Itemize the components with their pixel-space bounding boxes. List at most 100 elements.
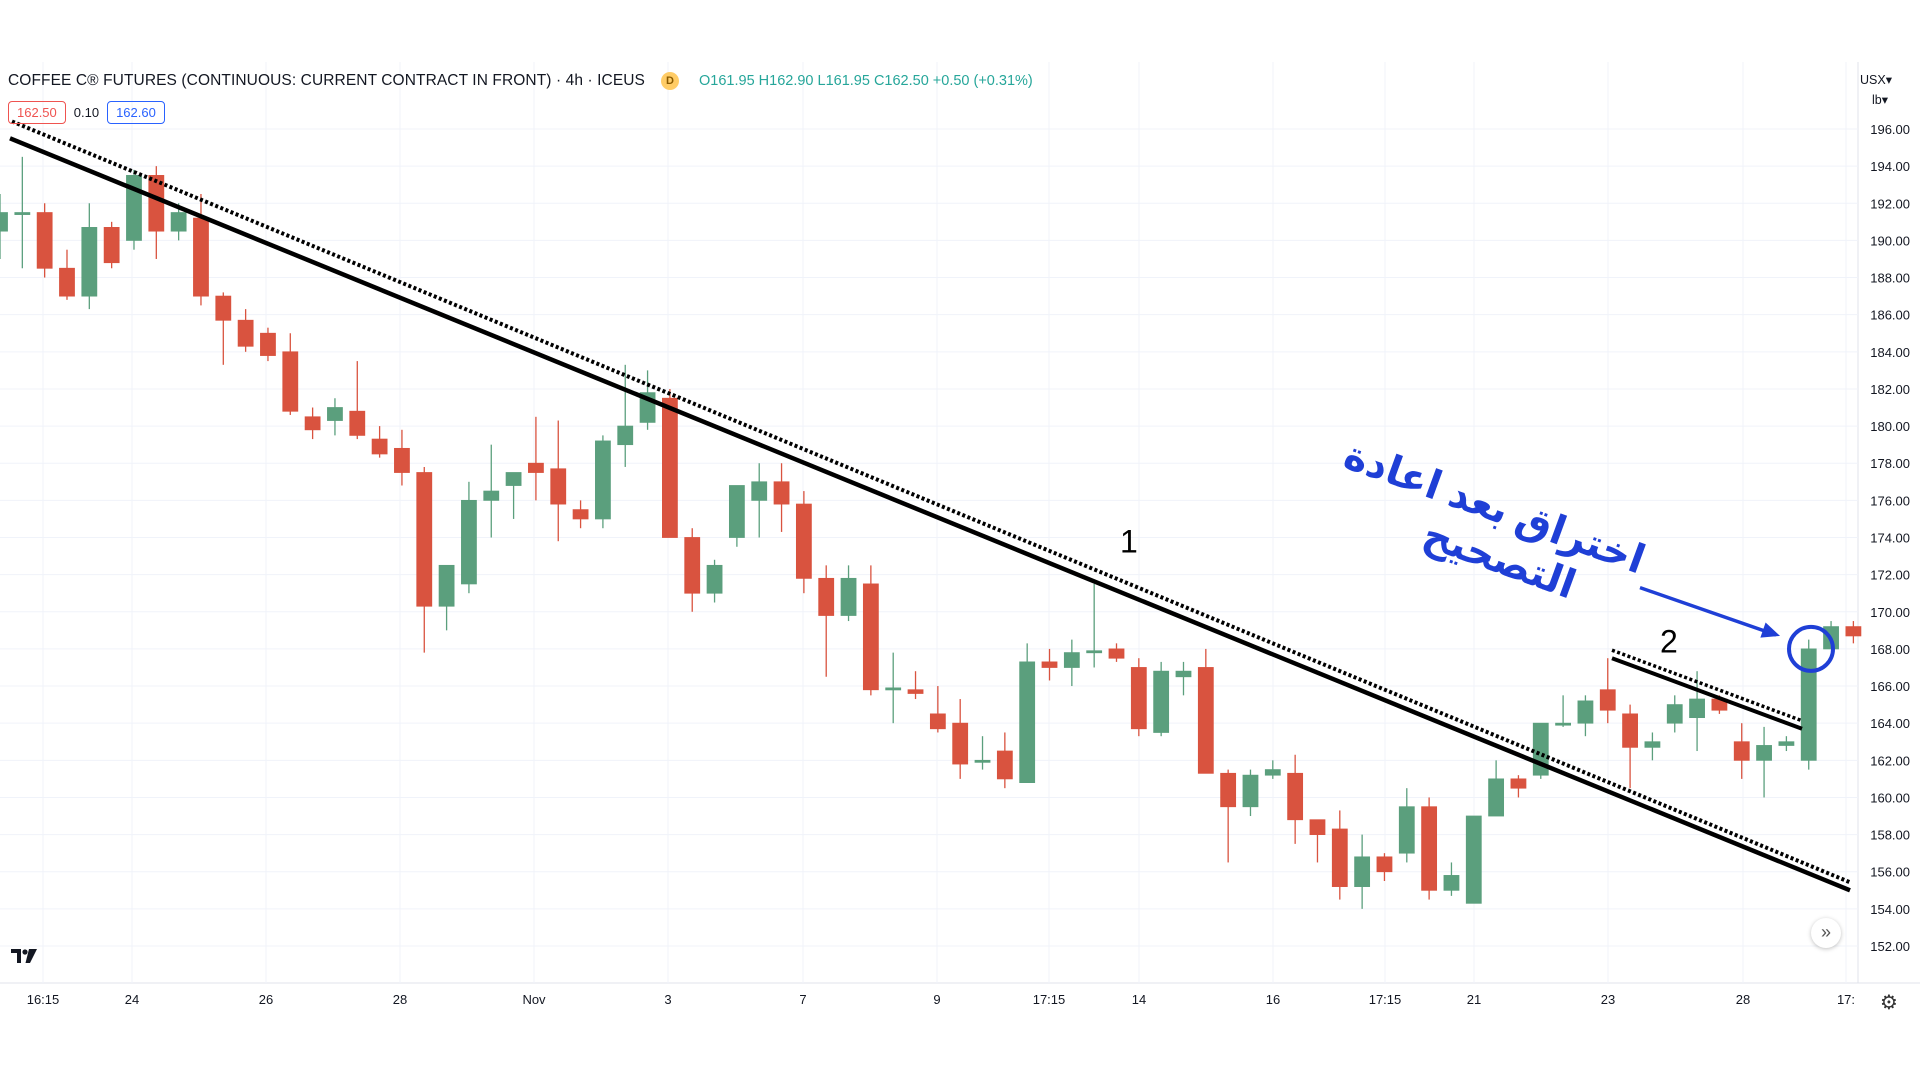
candle[interactable] — [505, 472, 522, 519]
sell-button[interactable]: 162.50 — [8, 101, 66, 124]
candle[interactable] — [1242, 769, 1259, 817]
candle[interactable] — [751, 463, 768, 538]
candle[interactable] — [1354, 834, 1371, 909]
candle[interactable] — [1331, 810, 1348, 900]
candle[interactable] — [1220, 769, 1237, 863]
candle[interactable] — [1555, 695, 1571, 727]
candle[interactable] — [862, 565, 879, 696]
candle[interactable] — [1309, 819, 1326, 863]
delay-badge[interactable]: D — [661, 72, 679, 90]
unit-selector[interactable]: lb▾ — [1872, 92, 1888, 107]
candle[interactable] — [617, 364, 634, 467]
candle[interactable] — [1756, 726, 1772, 798]
candle[interactable] — [371, 426, 388, 458]
candle[interactable] — [1778, 736, 1795, 752]
candle[interactable] — [996, 732, 1013, 789]
candle[interactable] — [1398, 788, 1415, 863]
candle[interactable] — [1287, 754, 1304, 844]
candle[interactable] — [1175, 661, 1192, 696]
candle[interactable] — [36, 203, 53, 278]
candle[interactable] — [1733, 723, 1750, 779]
candle-body — [840, 577, 857, 616]
candle[interactable] — [1488, 760, 1505, 817]
candle[interactable] — [1599, 658, 1616, 724]
candle[interactable] — [81, 203, 98, 310]
trendline-solid-1[interactable] — [9, 136, 1851, 893]
candle[interactable] — [885, 652, 902, 724]
candle[interactable] — [952, 699, 969, 779]
candle[interactable] — [1845, 621, 1862, 644]
candle[interactable] — [1197, 648, 1214, 774]
candle[interactable] — [1264, 760, 1281, 779]
candle[interactable] — [1577, 695, 1594, 737]
candle[interactable] — [528, 416, 544, 501]
candle-body — [1622, 713, 1638, 748]
candle[interactable] — [304, 407, 321, 440]
candle[interactable] — [59, 249, 75, 300]
candle[interactable] — [349, 361, 366, 440]
candle[interactable] — [728, 485, 745, 547]
candle[interactable] — [170, 203, 187, 241]
candle[interactable] — [237, 309, 254, 352]
candle[interactable] — [215, 292, 232, 365]
candle[interactable] — [1532, 722, 1549, 779]
candle-body — [1845, 626, 1862, 637]
trendline-solid-2[interactable] — [1611, 656, 1803, 731]
candle[interactable] — [974, 736, 991, 770]
buy-button[interactable]: 162.60 — [107, 101, 165, 124]
candle[interactable] — [438, 564, 455, 631]
candle[interactable] — [818, 565, 835, 677]
candle[interactable] — [840, 565, 857, 622]
candle[interactable] — [1153, 661, 1170, 737]
currency-selector[interactable]: USX▾ — [1860, 72, 1892, 87]
candle[interactable] — [1800, 639, 1817, 770]
candle[interactable] — [1510, 775, 1527, 798]
candle[interactable] — [1622, 704, 1638, 789]
trendline-dotted-2[interactable] — [1611, 648, 1803, 723]
candle[interactable] — [706, 559, 723, 603]
candle[interactable] — [461, 481, 477, 594]
candle[interactable] — [1108, 643, 1125, 662]
candle[interactable] — [193, 193, 209, 306]
candle[interactable] — [327, 398, 343, 436]
candle[interactable] — [126, 169, 142, 250]
candle-body — [1041, 661, 1058, 668]
candle[interactable] — [684, 528, 701, 612]
y-tick-label: 182.00 — [1870, 382, 1910, 397]
candle[interactable] — [483, 444, 500, 538]
candle[interactable] — [1019, 643, 1036, 783]
candle[interactable] — [282, 333, 299, 415]
candle[interactable] — [1063, 639, 1080, 687]
candle[interactable] — [1644, 732, 1661, 761]
candle[interactable] — [595, 435, 611, 529]
candle[interactable] — [929, 686, 946, 733]
candle[interactable] — [572, 500, 589, 529]
breakout-circle[interactable] — [1787, 624, 1835, 673]
symbol-title[interactable]: COFFEE C® FUTURES (CONTINUOUS: CURRENT C… — [8, 72, 645, 89]
candle[interactable] — [795, 491, 812, 594]
tradingview-logo-icon[interactable] — [10, 946, 40, 970]
candle[interactable] — [1041, 648, 1058, 681]
candle[interactable] — [1421, 797, 1438, 900]
candle[interactable] — [1443, 862, 1460, 896]
candle[interactable] — [773, 463, 790, 532]
gear-icon[interactable]: ⚙ — [1880, 992, 1898, 1014]
candle[interactable] — [1465, 815, 1482, 904]
scroll-to-realtime-button[interactable]: » — [1811, 918, 1841, 948]
candle[interactable] — [14, 156, 31, 269]
candle[interactable] — [1130, 658, 1147, 737]
candle[interactable] — [416, 466, 433, 653]
candle[interactable] — [394, 429, 410, 486]
candle[interactable] — [0, 193, 8, 259]
candle[interactable] — [907, 671, 924, 700]
candle[interactable] — [1086, 583, 1103, 668]
candle[interactable] — [260, 327, 276, 362]
candle[interactable] — [103, 221, 120, 269]
candle[interactable] — [550, 420, 567, 542]
candle[interactable] — [1689, 671, 1705, 752]
candle[interactable] — [1376, 853, 1393, 882]
trendline-dotted-1[interactable] — [11, 119, 1851, 885]
candle[interactable] — [662, 388, 678, 538]
candle[interactable] — [1666, 695, 1683, 733]
